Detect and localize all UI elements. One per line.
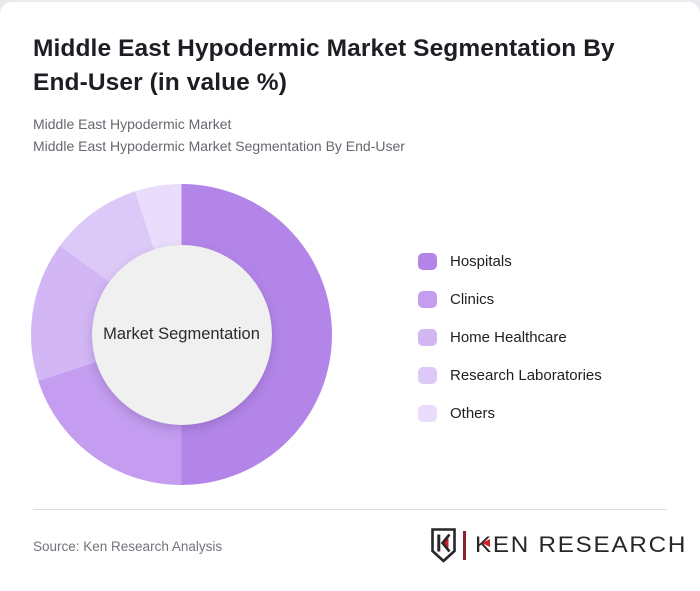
logo-separator-bar bbox=[463, 530, 467, 560]
legend-swatch bbox=[418, 405, 437, 422]
logo-wordmark-wrap: KEN RESEARCH bbox=[475, 532, 685, 558]
donut-chart[interactable]: Market Segmentation bbox=[31, 184, 332, 485]
legend-label: Research Laboratories bbox=[450, 367, 602, 384]
legend-item-clinics[interactable]: Clinics bbox=[418, 291, 602, 308]
legend-item-hospitals[interactable]: Hospitals bbox=[418, 253, 602, 270]
legend-swatch bbox=[418, 291, 437, 308]
logo-wordmark: KEN RESEARCH bbox=[475, 532, 688, 557]
footer-divider bbox=[33, 509, 667, 510]
donut-center: Market Segmentation bbox=[91, 244, 272, 425]
chart-subtitles: Middle East Hypodermic Market Middle Eas… bbox=[33, 114, 405, 157]
legend-label: Clinics bbox=[450, 291, 495, 308]
chart-subtitle-line2: Middle East Hypodermic Market Segmentati… bbox=[33, 137, 405, 154]
ken-research-badge-icon bbox=[431, 527, 457, 563]
legend-label: Home Healthcare bbox=[450, 329, 567, 346]
legend-swatch bbox=[418, 253, 437, 270]
legend: Hospitals Clinics Home Healthcare Research … bbox=[418, 253, 602, 443]
legend-label: Hospitals bbox=[450, 253, 512, 270]
legend-item-research-laboratories[interactable]: Research Laboratories bbox=[418, 367, 602, 384]
legend-swatch bbox=[418, 329, 437, 346]
logo-k-triangle-icon bbox=[482, 539, 491, 547]
legend-item-home-healthcare[interactable]: Home Healthcare bbox=[418, 329, 602, 346]
ken-research-logo: KEN RESEARCH bbox=[431, 526, 686, 564]
chart-subtitle-line1: Middle East Hypodermic Market bbox=[33, 116, 232, 132]
legend-swatch bbox=[418, 367, 437, 384]
legend-item-others[interactable]: Others bbox=[418, 405, 602, 422]
donut-center-label: Market Segmentation bbox=[103, 325, 260, 343]
page-title: Middle East Hypodermic Market Segmentati… bbox=[33, 35, 615, 96]
source-note: Source: Ken Research Analysis bbox=[33, 539, 223, 554]
legend-label: Others bbox=[450, 405, 496, 422]
